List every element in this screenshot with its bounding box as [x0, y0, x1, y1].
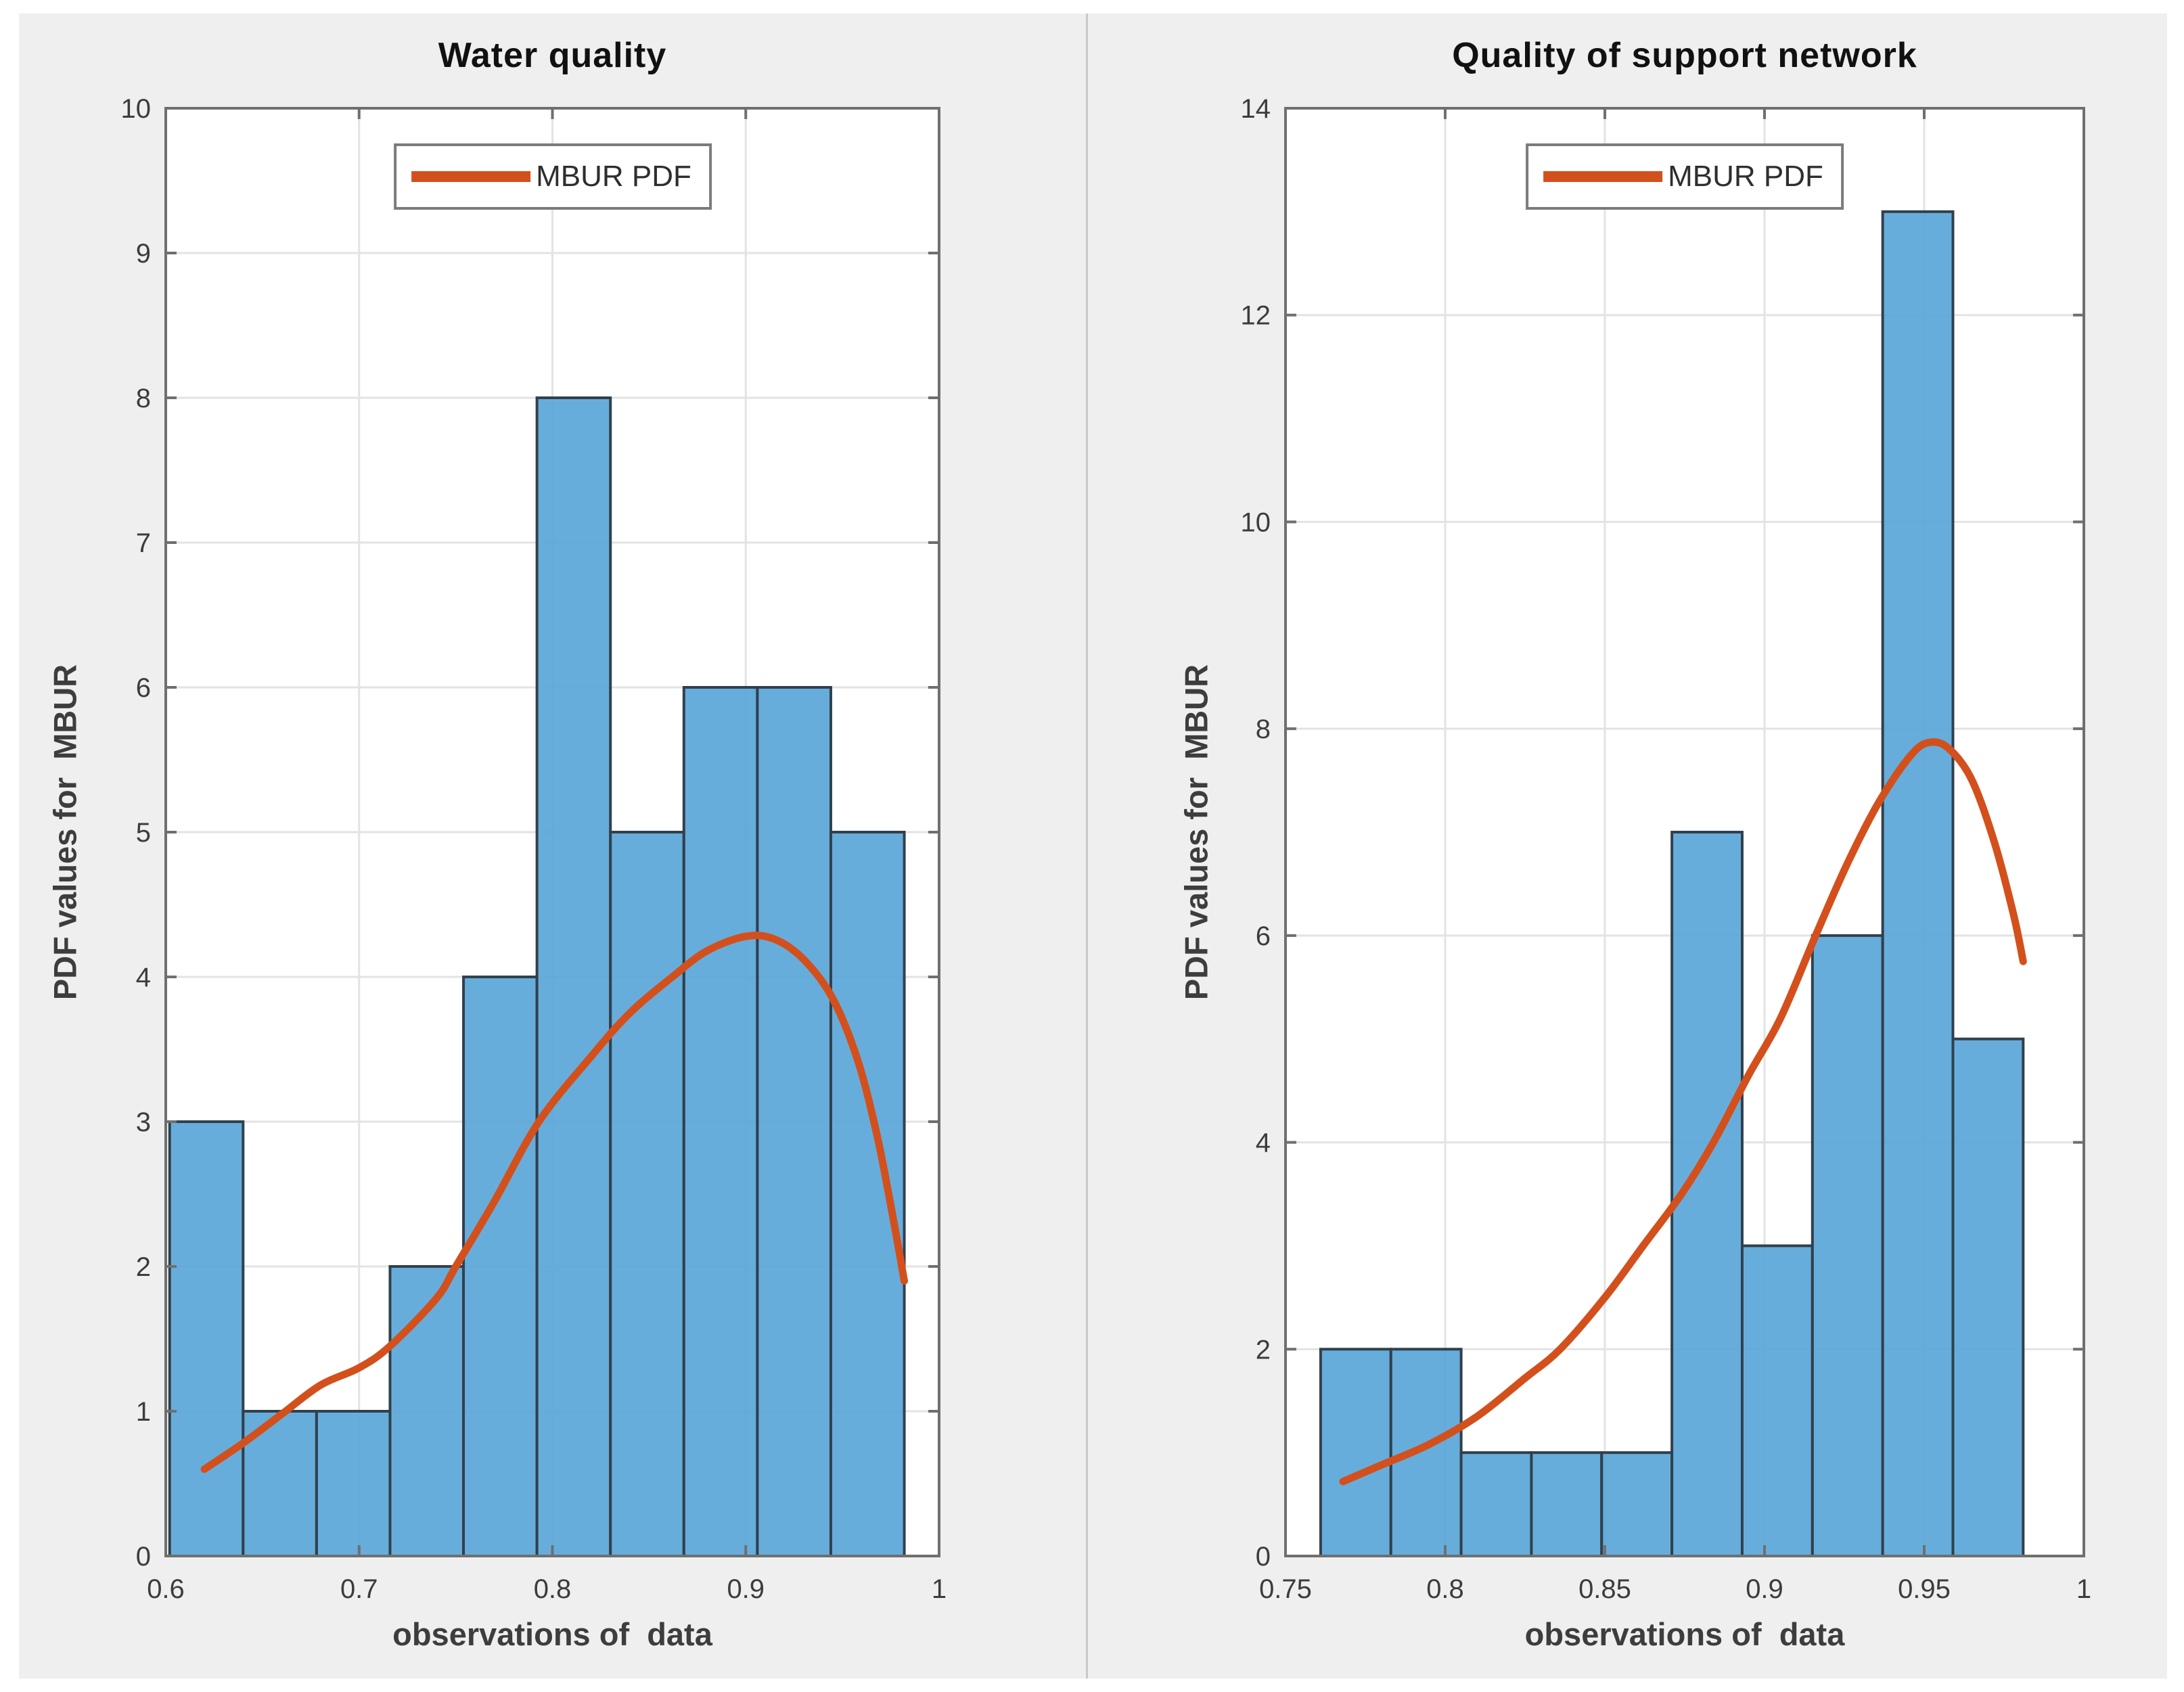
- legend-line-swatch: [411, 171, 531, 182]
- x-tick-label: 0.95: [1898, 1574, 1951, 1604]
- y-tick-label: 1: [136, 1397, 151, 1427]
- pdf-curve: [200, 932, 909, 1473]
- histogram-bar: [609, 831, 685, 1557]
- x-tick-label: 1: [2076, 1574, 2091, 1604]
- histogram-bar: [535, 396, 612, 1557]
- histogram-bar: [1459, 1451, 1533, 1557]
- right-chart-xlabel: observations of data: [1524, 1616, 1845, 1652]
- axes-box: [1284, 107, 2085, 1557]
- pdf-curve: [1339, 738, 2027, 1486]
- left-chart-xlabel: observations of data: [392, 1616, 712, 1652]
- panel-divider: [1086, 14, 1088, 1678]
- left-chart-legend: MBUR PDF: [394, 143, 712, 210]
- y-tick-label: 4: [1256, 1128, 1271, 1158]
- x-tick-label: 0.9: [727, 1574, 765, 1604]
- x-tick-label: 1: [932, 1574, 947, 1604]
- y-tick-label: 6: [136, 673, 151, 703]
- histogram-bar: [829, 831, 906, 1557]
- x-tick-label: 0.85: [1578, 1574, 1631, 1604]
- y-tick-label: 12: [1241, 301, 1271, 331]
- x-tick-label: 0.8: [1426, 1574, 1464, 1604]
- y-tick-label: 2: [136, 1252, 151, 1282]
- x-tick-label: 0.6: [147, 1574, 185, 1604]
- x-tick-label: 0.7: [340, 1574, 378, 1604]
- y-tick-label: 3: [136, 1107, 151, 1137]
- y-tick-label: 10: [121, 94, 152, 124]
- y-tick-label: 9: [136, 239, 151, 269]
- y-tick-label: 0: [136, 1542, 151, 1572]
- histogram-bar: [1811, 934, 1884, 1558]
- legend-line-swatch: [1543, 171, 1663, 182]
- histogram-bar: [1600, 1451, 1674, 1557]
- legend-label: MBUR PDF: [1668, 160, 1823, 193]
- histogram-bar: [1740, 1244, 1814, 1558]
- x-tick-label: 0.75: [1259, 1574, 1312, 1604]
- y-tick-label: 8: [1256, 714, 1271, 744]
- histogram-bar: [1530, 1451, 1603, 1557]
- y-tick-label: 5: [136, 818, 151, 848]
- histogram-bar: [462, 976, 539, 1557]
- x-tick-label: 0.8: [534, 1574, 572, 1604]
- y-tick-label: 10: [1241, 507, 1271, 537]
- histogram-bar: [315, 1410, 392, 1557]
- right-chart-ylabel: PDF values for MBUR: [1178, 664, 1214, 1001]
- legend-label: MBUR PDF: [536, 160, 691, 193]
- left-chart-title: Water quality: [438, 36, 667, 75]
- left-chart-ylabel: PDF values for MBUR: [47, 664, 83, 1001]
- y-tick-label: 0: [1256, 1542, 1271, 1572]
- y-tick-label: 2: [1256, 1335, 1271, 1365]
- right-chart-title: Quality of support network: [1452, 36, 1917, 75]
- histogram-bar: [682, 686, 759, 1557]
- right-chart-legend: MBUR PDF: [1526, 143, 1844, 210]
- histogram-bar: [1389, 1348, 1463, 1558]
- histogram-bar: [1951, 1037, 2025, 1557]
- y-tick-label: 8: [136, 384, 151, 413]
- histogram-bar: [1881, 210, 1955, 1557]
- y-tick-label: 7: [136, 528, 151, 558]
- histogram-bar: [756, 686, 832, 1557]
- histogram-bar: [168, 1120, 245, 1557]
- y-tick-label: 14: [1241, 94, 1271, 124]
- x-tick-label: 0.9: [1746, 1574, 1783, 1604]
- histogram-bar: [1319, 1348, 1392, 1558]
- y-tick-label: 4: [136, 963, 151, 992]
- y-tick-label: 6: [1256, 921, 1271, 951]
